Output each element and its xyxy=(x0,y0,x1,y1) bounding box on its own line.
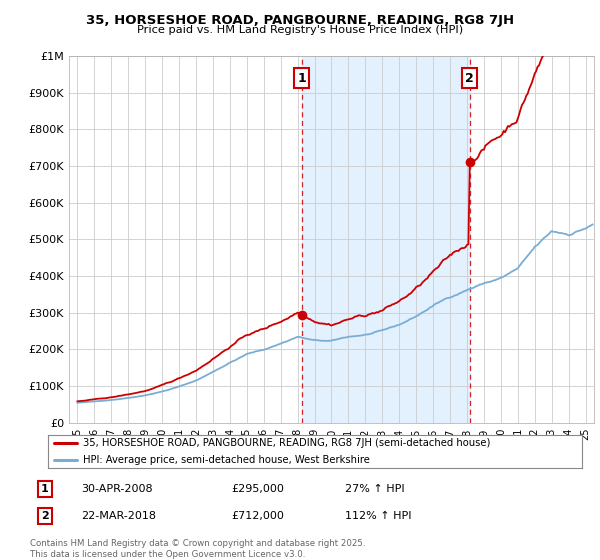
Text: 2: 2 xyxy=(41,511,49,521)
Text: HPI: Average price, semi-detached house, West Berkshire: HPI: Average price, semi-detached house,… xyxy=(83,455,370,465)
Text: 35, HORSESHOE ROAD, PANGBOURNE, READING, RG8 7JH (semi-detached house): 35, HORSESHOE ROAD, PANGBOURNE, READING,… xyxy=(83,438,490,448)
Text: 27% ↑ HPI: 27% ↑ HPI xyxy=(345,484,404,494)
Text: Price paid vs. HM Land Registry's House Price Index (HPI): Price paid vs. HM Land Registry's House … xyxy=(137,25,463,35)
Text: 1: 1 xyxy=(41,484,49,494)
Text: 30-APR-2008: 30-APR-2008 xyxy=(81,484,152,494)
Text: 1: 1 xyxy=(298,72,306,85)
Text: £295,000: £295,000 xyxy=(231,484,284,494)
Text: 35, HORSESHOE ROAD, PANGBOURNE, READING, RG8 7JH: 35, HORSESHOE ROAD, PANGBOURNE, READING,… xyxy=(86,14,514,27)
Text: 2: 2 xyxy=(466,72,474,85)
Text: £712,000: £712,000 xyxy=(231,511,284,521)
Text: Contains HM Land Registry data © Crown copyright and database right 2025.
This d: Contains HM Land Registry data © Crown c… xyxy=(30,539,365,559)
Text: 112% ↑ HPI: 112% ↑ HPI xyxy=(345,511,412,521)
Text: 22-MAR-2018: 22-MAR-2018 xyxy=(81,511,156,521)
Bar xyxy=(302,56,470,423)
